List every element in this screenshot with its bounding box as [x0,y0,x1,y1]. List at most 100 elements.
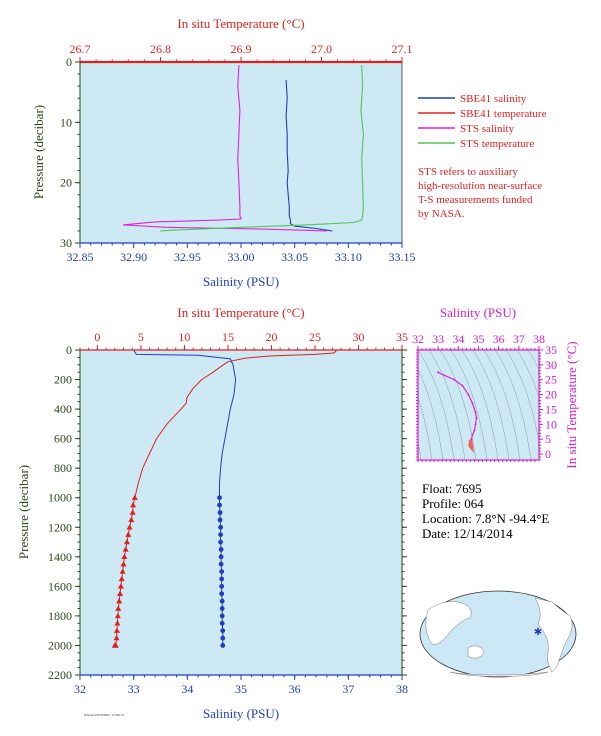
bottom-temp-marker [111,642,118,648]
top-temp-tick-label: 26.7 [70,42,91,56]
bottom-temp-tick-label: 20 [265,330,277,344]
ts-isopycnal [418,350,455,460]
bottom-p-tick-label: 400 [54,402,72,416]
bottom-p-tick-label: 1600 [48,579,72,593]
ts-temp-axis-title: In situ Temperature (°C) [564,341,579,468]
ts-isopycnals [418,350,539,460]
bottom-p-tick-label: 2200 [48,668,72,682]
world-map: ✱ [419,590,577,678]
top-p-tick-label: 20 [60,176,72,190]
bottom-series-group [111,349,338,648]
top-p-tick-label: 0 [66,55,72,69]
top-temp-axis-title: In situ Temperature (°C) [177,16,304,31]
top-axis-pressure: 0 10 20 30 [60,55,81,250]
bottom-temp-tick-label: 35 [396,330,408,344]
ts-temp-tick-label: 5 [545,432,551,446]
top-sal-tick-label: 32.85 [67,250,94,264]
bottom-temp-marker [120,561,127,567]
bottom-temp-marker [114,612,121,619]
bottom-sal-tick-label: 33 [128,682,140,696]
bottom-temp-marker [126,524,133,530]
bottom-sal-tick-label: 36 [289,682,301,696]
bottom-temp-tick-label: 10 [178,330,190,344]
bottom-p-tick-label: 2000 [48,638,72,652]
map-land-antarctica [449,671,549,677]
map-land-afro-eurasia [425,601,472,645]
map-land-americas [534,597,573,673]
footer-credit: NASA/UW/PMEL 12/06/14 [84,713,124,717]
top-chart: 26.7 26.8 26.9 27.0 27.1 32.85 32.90 32.95 33.0… [31,16,416,289]
legend: SBE41 salinity SBE41 temperature STS salin… [418,93,547,150]
top-p-tick-label: 10 [60,115,72,129]
bottom-temp-marker [123,538,130,545]
ts-axis-salinity: 32 33 34 35 36 37 38 [412,332,545,462]
sts-note: STS refers to auxiliary high-resolution … [418,166,542,220]
top-series-line-3 [122,64,327,232]
ts-point [461,384,464,387]
bottom-temp-marker [122,546,129,552]
ts-isopycnal [527,350,539,371]
ts-point [473,429,476,432]
bottom-sal-marker [219,620,225,626]
float-id: Float: 7695 [422,481,482,496]
bottom-temp-marker [128,516,135,523]
note-line-3: T-S measurements funded [418,194,533,206]
top-sal-tick-label: 33.05 [281,250,308,264]
bottom-sal-tick-label: 34 [181,682,193,696]
bottom-temp-marker [113,627,120,633]
bottom-temp-marker [115,605,122,611]
bottom-sal-marker [217,502,222,508]
ts-point [471,433,474,436]
ts-point [474,423,477,426]
bottom-p-tick-label: 1000 [48,491,72,505]
ts-point [453,378,456,381]
bottom-temp-marker [116,597,123,604]
ts-isopycnal [418,440,422,460]
bottom-temp-marker [118,575,125,582]
ts-point [474,411,477,414]
ts-sal-tick-label: 37 [513,332,525,346]
map-land-australia [467,645,485,659]
top-sal-tick-label: 32.95 [174,250,201,264]
legend-label-2: SBE41 temperature [460,108,547,120]
top-sal-axis-title: Salinity (PSU) [203,274,279,289]
float-info: Float: 7695 Profile: 064 Location: 7.8°N… [422,481,549,541]
ts-isopycnal [483,350,521,460]
bottom-series-line-salinity [133,349,237,646]
bottom-temp-marker [117,583,124,589]
float-location-marker: ✱ [534,627,542,638]
ts-isopycnal [494,350,532,460]
bottom-sal-tick-label: 38 [396,682,408,696]
bottom-sal-marker [220,635,226,641]
top-axis-temperature: 26.7 26.8 26.9 27.0 27.1 [70,42,413,63]
bottom-sal-marker [218,524,224,530]
bottom-axis-temperature: 0 5 10 15 20 25 30 35 [79,330,408,351]
bottom-sal-marker [217,495,222,501]
ts-point [437,371,440,374]
bottom-sal-marker [219,576,225,582]
bottom-sal-marker [219,598,225,604]
ts-isopycnal [461,350,499,460]
ts-temp-tick-label: 35 [545,343,557,357]
bottom-temp-marker [114,620,121,626]
bottom-sal-marker [219,583,225,589]
ts-temp-tick-label: 10 [545,417,557,431]
bottom-temp-tick-label: 0 [94,330,100,344]
bottom-temp-tick-label: 5 [138,330,144,344]
note-line-1: STS refers to auxiliary [418,166,518,178]
bottom-sal-marker [218,547,224,552]
ts-sal-tick-label: 35 [473,332,485,346]
ts-temp-tick-label: 15 [545,402,557,416]
bottom-p-tick-label: 1200 [48,520,72,534]
ts-isopycnal [516,350,539,399]
ts-sal-tick-label: 33 [432,332,444,346]
bottom-sal-marker [218,554,224,560]
ts-isopycnal [450,350,488,460]
bottom-temp-marker [131,494,138,500]
bottom-sal-tick-label: 37 [342,682,354,696]
ts-isopycnal [418,368,444,460]
bottom-temp-tick-label: 15 [222,330,234,344]
ts-temp-tick-label: 0 [545,447,551,461]
ts-isopycnal [505,350,539,444]
